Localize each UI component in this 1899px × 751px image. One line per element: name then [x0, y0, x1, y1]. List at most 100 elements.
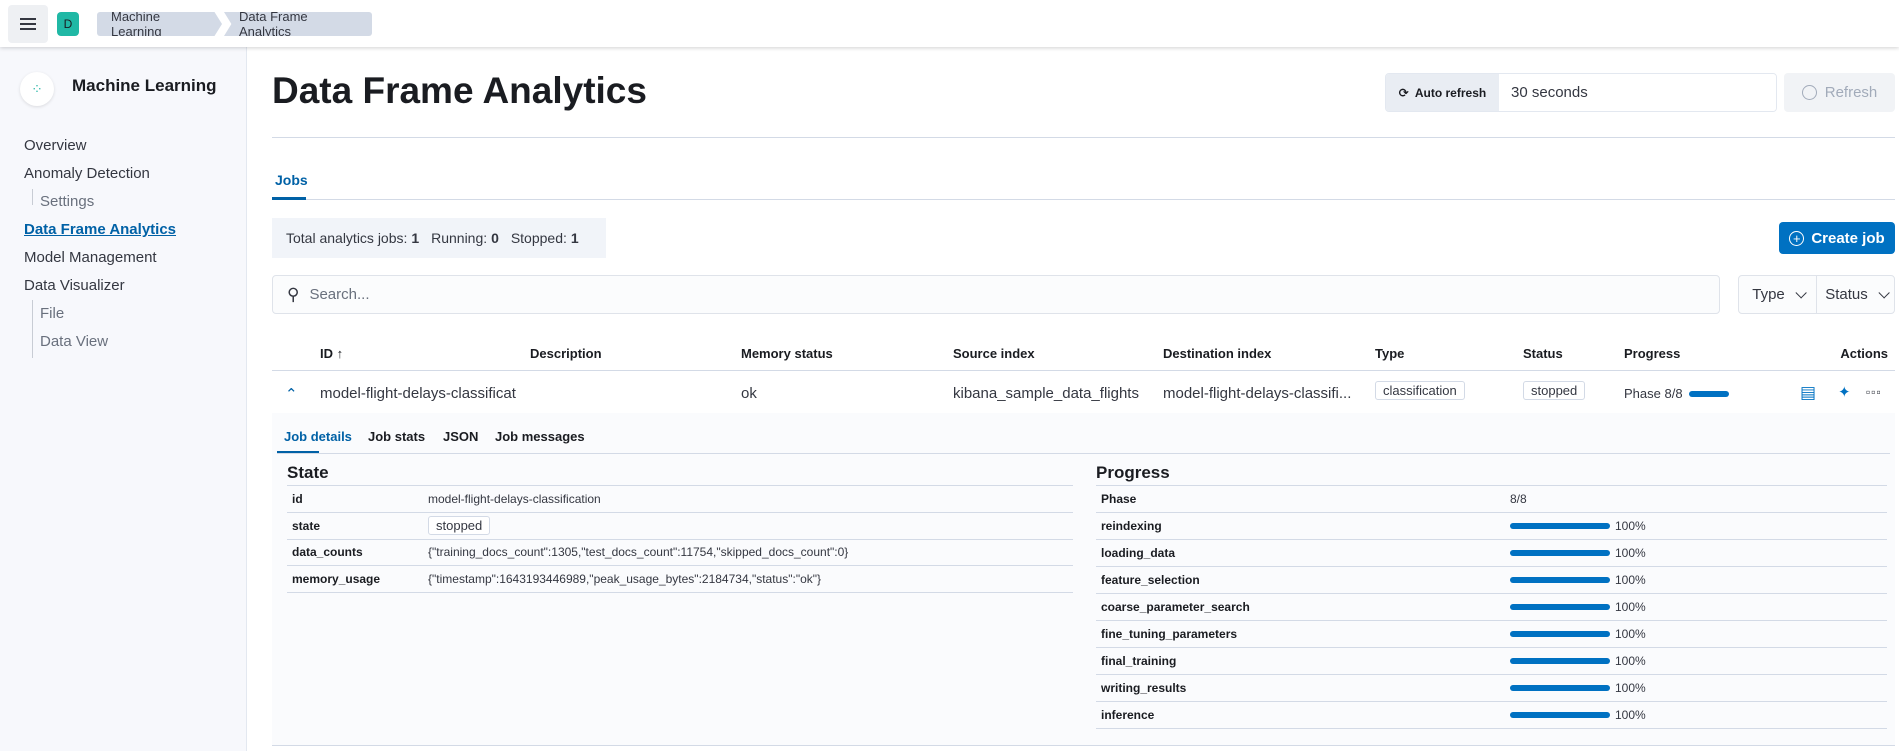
phase-progress-bar — [1510, 550, 1610, 556]
create-job-label: Create job — [1811, 229, 1885, 247]
column-description[interactable]: Description — [530, 346, 602, 361]
filter-group: Type Status — [1738, 275, 1895, 314]
sidebar-item-overview[interactable]: Overview — [24, 137, 87, 154]
sidebar-item-model-management[interactable]: Model Management — [24, 249, 157, 266]
job-memory-status: ok — [741, 385, 757, 402]
phase-name: coarse_parameter_search — [1101, 600, 1250, 614]
space-avatar[interactable]: D — [57, 12, 79, 36]
refresh-clock-icon: ⟳ — [1398, 85, 1409, 100]
phase-percent: 100% — [1615, 600, 1646, 614]
phase-row: Phase 8/8 — [1096, 486, 1887, 513]
job-source-index: kibana_sample_data_flights — [953, 385, 1139, 402]
tree-line — [32, 189, 33, 205]
sidebar-item-settings[interactable]: Settings — [40, 193, 95, 210]
state-row-memory_usage: memory_usage {"timestamp":1643193446989,"… — [287, 566, 1073, 594]
sidebar-title: Machine Learning — [72, 76, 217, 95]
phase-progress-bar — [1510, 577, 1610, 583]
phase-name: feature_selection — [1101, 573, 1200, 587]
menu-button[interactable] — [8, 5, 48, 43]
tab-job-messages[interactable]: Job messages — [495, 429, 585, 444]
sidebar-item-file[interactable]: File — [40, 305, 65, 322]
page-title: Data Frame Analytics — [272, 70, 647, 111]
job-id[interactable]: model-flight-delays-classificat — [320, 385, 516, 402]
state-key: data_counts — [292, 545, 363, 560]
tab-json[interactable]: JSON — [443, 429, 479, 444]
phase-row-inference: inference 100% — [1096, 702, 1887, 729]
phase-name: reindexing — [1101, 519, 1162, 533]
phase-percent: 100% — [1615, 573, 1646, 587]
sort-ascending-icon: ↑ — [336, 346, 344, 361]
progress-heading: Progress — [1096, 463, 1170, 482]
phase-progress-bar — [1510, 523, 1610, 529]
state-row-id: id model-flight-delays-classification — [287, 486, 1073, 513]
phase-name: final_training — [1101, 654, 1177, 668]
tab-jobs[interactable]: Jobs — [275, 172, 308, 188]
breadcrumb-data-frame-analytics: Data Frame Analytics — [224, 12, 372, 36]
phase-row-final_training: final_training 100% — [1096, 648, 1887, 675]
tab-active-indicator — [272, 197, 306, 200]
expanded-job-details — [272, 413, 1895, 746]
auto-refresh-picker[interactable]: ⟳ Auto refresh 30 seconds — [1385, 73, 1777, 112]
plus-circle-icon: + — [1789, 230, 1805, 246]
column-status[interactable]: Status — [1523, 346, 1563, 361]
divider — [306, 199, 1895, 200]
divider — [272, 137, 1895, 138]
column-actions: Actions — [1840, 346, 1888, 361]
tab-active-indicator — [277, 451, 319, 453]
phase-progress-bar — [1510, 712, 1610, 718]
status-filter[interactable]: Status — [1816, 276, 1894, 313]
phase-row-reindexing: reindexing 100% — [1096, 513, 1887, 540]
collapse-row-chevron-up-icon[interactable]: ⌃ — [285, 386, 298, 403]
column-type[interactable]: Type — [1375, 346, 1405, 361]
state-row-data_counts: data_counts {"training_docs_count":1305,"… — [287, 539, 1073, 567]
view-results-table-icon[interactable]: ▤ — [1800, 383, 1817, 402]
state-value: {"timestamp":1643193446989,"peak_usage_b… — [428, 572, 822, 587]
tab-job-details[interactable]: Job details — [284, 429, 352, 444]
sidebar-item-data-frame-analytics[interactable]: Data Frame Analytics — [24, 221, 177, 238]
more-actions-icon[interactable]: ▫▫▫ — [1866, 385, 1882, 399]
refresh-label: Refresh — [1824, 84, 1878, 101]
state-key: id — [292, 492, 303, 506]
phase-progress-bar — [1510, 631, 1610, 637]
auto-refresh-interval[interactable]: 30 seconds — [1499, 74, 1776, 111]
phase-progress-bar — [1510, 658, 1610, 664]
tree-line — [32, 300, 33, 358]
create-job-button[interactable]: + Create job — [1779, 222, 1895, 254]
sidebar-item-data-visualizer[interactable]: Data Visualizer — [24, 277, 125, 294]
phase-percent: 100% — [1615, 708, 1646, 722]
search-input[interactable]: ⚲ Search... — [272, 275, 1720, 314]
phase-percent: 100% — [1615, 681, 1646, 695]
divider — [287, 485, 1073, 486]
job-destination-index: model-flight-delays-classifi... — [1163, 385, 1352, 402]
refresh-button[interactable]: Refresh — [1784, 73, 1895, 112]
state-key: state — [292, 518, 321, 533]
phase-name: inference — [1101, 708, 1155, 722]
column-id[interactable]: ID ↑ — [320, 346, 344, 361]
phase-name: loading_data — [1101, 546, 1176, 560]
hamburger-icon — [20, 23, 36, 25]
column-destination-index[interactable]: Destination index — [1163, 346, 1272, 361]
job-map-icon[interactable]: ✦ — [1838, 384, 1851, 401]
tab-job-stats[interactable]: Job stats — [368, 429, 426, 444]
sidebar — [0, 47, 247, 751]
column-progress[interactable]: Progress — [1624, 346, 1681, 361]
divider — [272, 370, 1895, 371]
sidebar-item-data-view[interactable]: Data View — [40, 333, 109, 350]
phase-percent: 100% — [1615, 654, 1646, 668]
phase-name: writing_results — [1101, 681, 1187, 695]
type-filter[interactable]: Type — [1739, 276, 1816, 313]
phase-percent: 100% — [1615, 627, 1646, 641]
column-source-index[interactable]: Source index — [953, 346, 1035, 361]
phase-percent: 100% — [1615, 546, 1646, 560]
phase-row-feature_selection: feature_selection 100% — [1096, 567, 1887, 594]
sidebar-item-anomaly-detection[interactable]: Anomaly Detection — [24, 165, 150, 182]
auto-refresh-toggle[interactable]: ⟳ Auto refresh — [1386, 74, 1499, 111]
breadcrumb-machine-learning[interactable]: Machine Learning — [97, 12, 222, 36]
state-key: memory_usage — [292, 572, 381, 587]
phase-name: fine_tuning_parameters — [1101, 627, 1238, 641]
state-value: stopped — [428, 516, 491, 536]
search-placeholder: Search... — [309, 286, 370, 303]
phase-progress-bar — [1510, 685, 1610, 691]
column-memory-status[interactable]: Memory status — [741, 346, 833, 361]
divider — [277, 453, 1890, 454]
